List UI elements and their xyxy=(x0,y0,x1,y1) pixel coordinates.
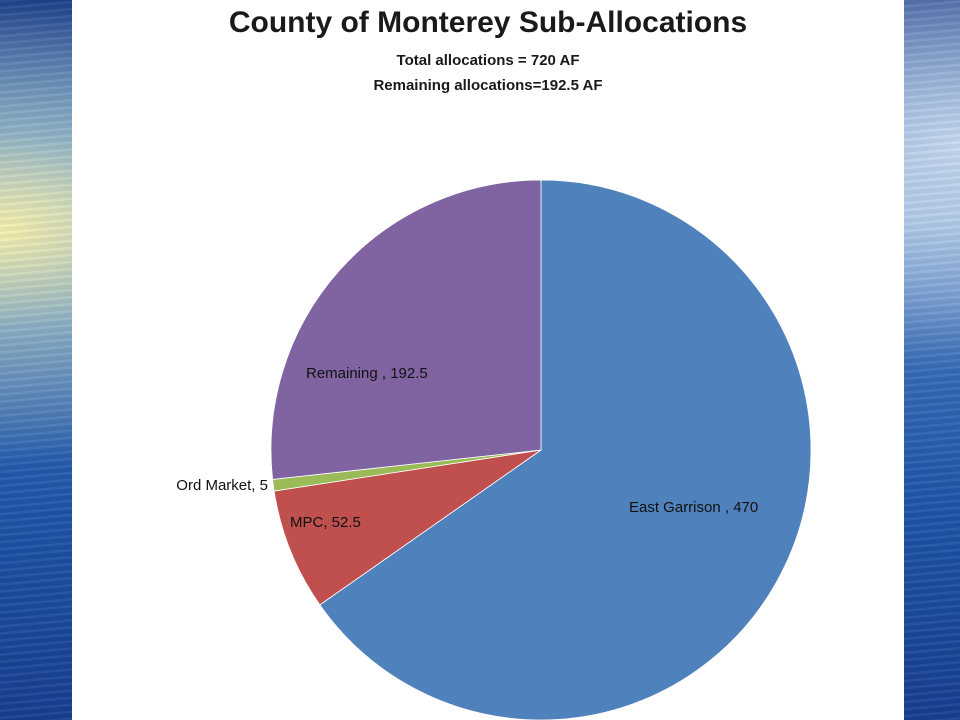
chart-title: County of Monterey Sub-Allocations xyxy=(228,6,748,39)
data-label-east-garrison: East Garrison , 470 xyxy=(629,499,758,516)
chart-subtitle-remaining: Remaining allocations=192.5 AF xyxy=(373,77,603,94)
pie-slice-east-garrison xyxy=(319,179,812,720)
data-label-remaining: Remaining , 192.5 xyxy=(306,365,428,382)
pie-slice-mpc xyxy=(273,449,542,606)
pie-chart: East Garrison , 470 MPC, 52.5 Ord Market, … xyxy=(176,179,812,720)
slide-panel: County of Monterey Sub-Allocations Total… xyxy=(72,0,904,720)
pie-slices xyxy=(270,179,812,720)
pie-slice-remaining xyxy=(270,179,542,480)
data-label-mpc: MPC, 52.5 xyxy=(290,514,361,531)
data-label-ord-market: Ord Market, 5 xyxy=(176,477,268,494)
pie-labels: East Garrison , 470 MPC, 52.5 Ord Market, … xyxy=(176,365,758,531)
chart-subtitle-total: Total allocations = 720 AF xyxy=(396,52,580,69)
